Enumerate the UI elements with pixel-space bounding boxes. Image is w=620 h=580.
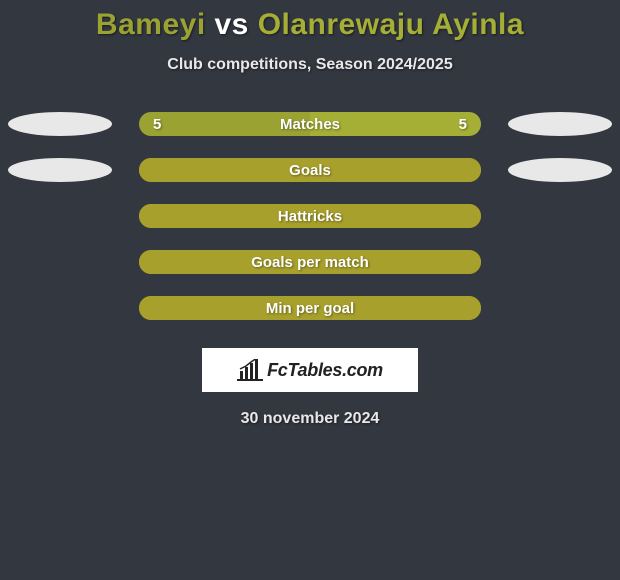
- metric-pill: Goals: [139, 158, 481, 182]
- comparison-chart: 55Matches Goals Hattricks Goals per match Mi…: [0, 112, 620, 320]
- title-player-left: Bameyi: [96, 8, 206, 41]
- title-player-right: Olanrewaju Ayinla: [258, 8, 524, 41]
- metric-label: Goals per match: [139, 254, 481, 271]
- date-label: 30 november 2024: [0, 410, 620, 428]
- metric-row: 55Matches: [0, 112, 620, 136]
- metric-label: Goals: [139, 162, 481, 179]
- subtitle: Club competitions, Season 2024/2025: [0, 56, 620, 74]
- value-ellipse-right: [508, 112, 612, 136]
- metric-row: Min per goal: [0, 296, 620, 320]
- metric-pill: Min per goal: [139, 296, 481, 320]
- bars-icon: [237, 359, 263, 381]
- metric-label: Matches: [139, 116, 481, 133]
- value-ellipse-right: [508, 158, 612, 182]
- metric-label: Min per goal: [139, 300, 481, 317]
- value-ellipse-left: [8, 112, 112, 136]
- metric-row: Goals per match: [0, 250, 620, 274]
- logo-text: FcTables.com: [267, 360, 383, 381]
- metric-pill: Goals per match: [139, 250, 481, 274]
- title-vs: vs: [206, 8, 258, 41]
- metric-row: Goals: [0, 158, 620, 182]
- metric-pill: 55Matches: [139, 112, 481, 136]
- metric-label: Hattricks: [139, 208, 481, 225]
- metric-pill: Hattricks: [139, 204, 481, 228]
- value-ellipse-left: [8, 158, 112, 182]
- metric-row: Hattricks: [0, 204, 620, 228]
- page-title: Bameyi vs Olanrewaju Ayinla: [0, 0, 620, 42]
- logo-box: FcTables.com: [202, 348, 418, 392]
